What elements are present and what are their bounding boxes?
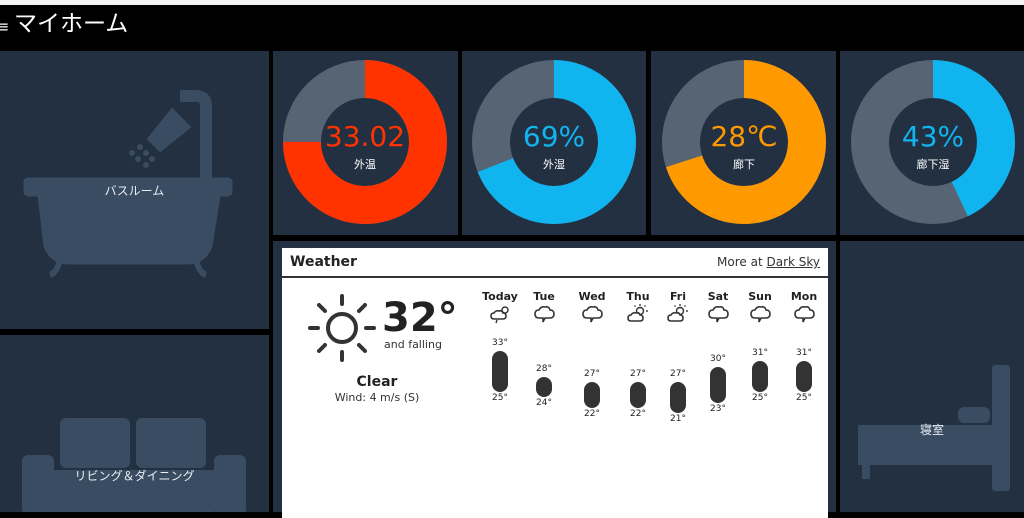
sun-cloud-icon <box>667 304 688 322</box>
weather-header: Weather More at Dark Sky <box>282 248 828 278</box>
forecast-low: 24° <box>536 398 552 409</box>
dark-sky-link[interactable]: Dark Sky <box>766 255 820 269</box>
cloud-icon <box>750 306 771 323</box>
forecast-high: 27° <box>584 369 600 379</box>
forecast-day-name: Sat <box>707 290 729 303</box>
tile-gauge-outside-temp[interactable]: 33.02 外温 <box>273 51 458 235</box>
tile-living[interactable]: リビング＆ダイニング <box>0 335 269 512</box>
tile-bathroom-label: バスルーム <box>104 184 165 198</box>
gauge-outside-humidity-value: 69% <box>522 120 586 153</box>
partly-cloudy-icon <box>490 306 509 324</box>
gauge-outside-temp: 33.02 外温 <box>281 58 449 226</box>
cloud-icon <box>708 306 729 323</box>
gauge-outside-humidity-arc <box>472 60 636 224</box>
forecast-high: 27° <box>670 369 686 379</box>
cloud-icon <box>794 306 815 323</box>
forecast-day-name: Wed <box>578 290 606 303</box>
current-summary: Clear <box>356 374 398 390</box>
gauge-outside-temp-label: 外温 <box>354 158 376 171</box>
forecast-temp-bar <box>536 376 552 398</box>
gauge-outside-humidity-label: 外湿 <box>543 158 565 171</box>
sofa-icon <box>22 418 246 512</box>
weather-more-prefix: More at <box>717 255 767 269</box>
cloud-icon <box>582 306 603 323</box>
forecast-day-name: Today <box>482 290 518 303</box>
forecast-day-name: Fri <box>669 290 686 303</box>
current-trend: and falling <box>384 338 442 351</box>
weather-more: More at Dark Sky <box>717 255 820 269</box>
forecast-low: 22° <box>584 408 600 419</box>
gauge-outside-temp-arc <box>283 60 447 224</box>
forecast-day-name: Thu <box>626 290 650 303</box>
forecast-temp-bar <box>670 382 686 413</box>
gauge-outside-temp-value: 33.02 <box>324 120 406 153</box>
browser-top-edge <box>0 0 1024 5</box>
gauge-hallway-temp-value: 28℃ <box>710 120 778 153</box>
gauge-outside-humidity: 69% 外湿 <box>470 58 638 226</box>
gauge-hallway-humidity-label: 廊下湿 <box>916 158 950 171</box>
forecast-high: 30° <box>710 353 726 364</box>
sun-icon <box>308 294 376 362</box>
weather-widget: Weather More at Dark Sky 32° and falling… <box>282 248 828 518</box>
bathtub-shower-icon <box>23 90 233 278</box>
tile-gauge-outside-humidity[interactable]: 69% 外湿 <box>462 51 646 235</box>
current-wind: Wind: 4 m/s (S) <box>334 391 420 404</box>
forecast-low: 22° <box>630 408 646 419</box>
gauge-hallway-temp-arc <box>662 60 826 224</box>
gauge-hallway-humidity-value: 43% <box>901 120 965 153</box>
tile-bathroom[interactable]: バスルーム <box>0 51 269 329</box>
gauge-hallway-humidity: 43% 廊下湿 <box>849 58 1017 226</box>
tile-gauge-hallway-temp[interactable]: 28℃ 廊下 <box>651 51 836 235</box>
forecast-high: 31° <box>796 348 812 359</box>
app-header: ≡ マイホーム <box>0 5 1024 47</box>
forecast-temp-bar <box>796 361 812 393</box>
gauge-hallway-temp: 28℃ 廊下 <box>660 58 828 226</box>
forecast-temp-bar <box>630 382 646 408</box>
tile-gauge-hallway-humidity[interactable]: 43% 廊下湿 <box>840 51 1024 235</box>
gauge-hallway-temp-label: 廊下 <box>733 158 755 171</box>
sun-cloud-icon <box>627 304 648 322</box>
forecast-low: 25° <box>752 393 768 404</box>
forecast-high: 28° <box>536 363 552 374</box>
cloud-icon <box>534 306 555 323</box>
bed-icon <box>858 365 1010 491</box>
forecast-temp-bar <box>752 361 768 393</box>
forecast-temp-bar <box>710 366 726 403</box>
forecast-day-name: Tue <box>533 290 555 303</box>
current-temperature: 32° <box>382 295 458 341</box>
forecast-temp-bar <box>584 382 600 408</box>
hamburger-icon[interactable]: ≡ <box>0 17 10 36</box>
forecast-high: 33° <box>492 338 508 349</box>
forecast-low: 23° <box>710 403 726 414</box>
page-title: マイホーム <box>14 11 129 37</box>
tile-living-label: リビング＆ダイニング <box>74 469 195 483</box>
forecast-high: 27° <box>630 369 646 379</box>
weather-title: Weather <box>290 254 357 270</box>
forecast-low: 25° <box>796 393 812 404</box>
forecast-day-name: Mon <box>790 290 818 303</box>
forecast-low: 25° <box>492 393 508 404</box>
gauge-hallway-humidity-arc <box>851 60 1015 224</box>
forecast-low: 21° <box>670 413 686 424</box>
forecast-high: 31° <box>752 348 768 359</box>
tile-bedroom-label: 寝室 <box>919 423 944 437</box>
tile-bedroom[interactable]: 寝室 <box>840 241 1024 512</box>
forecast-temp-bar <box>492 351 508 393</box>
forecast-day-name: Sun <box>748 290 772 303</box>
